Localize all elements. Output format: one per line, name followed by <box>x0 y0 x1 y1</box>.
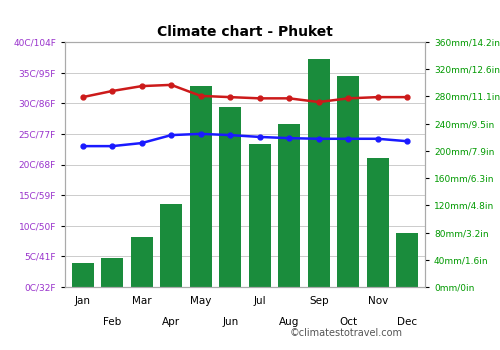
Text: Jan: Jan <box>74 296 90 306</box>
Text: Nov: Nov <box>368 296 388 306</box>
Text: Sep: Sep <box>309 296 328 306</box>
Bar <box>248 144 271 287</box>
Bar <box>72 263 94 287</box>
Bar <box>366 158 389 287</box>
Text: Dec: Dec <box>397 317 417 327</box>
Bar <box>190 86 212 287</box>
Bar <box>337 76 359 287</box>
Text: ©climatestotravel.com: ©climatestotravel.com <box>290 328 403 338</box>
Bar <box>308 59 330 287</box>
Bar <box>101 258 124 287</box>
Text: Feb: Feb <box>103 317 122 327</box>
Bar <box>130 237 153 287</box>
Bar <box>160 204 182 287</box>
Text: Jul: Jul <box>254 296 266 306</box>
Text: Aug: Aug <box>279 317 299 327</box>
Bar <box>219 107 242 287</box>
Text: Mar: Mar <box>132 296 152 306</box>
Title: Climate chart - Phuket: Climate chart - Phuket <box>157 26 333 40</box>
Text: Oct: Oct <box>339 317 357 327</box>
Bar <box>278 124 300 287</box>
Bar <box>396 232 418 287</box>
Text: Jun: Jun <box>222 317 238 327</box>
Text: Apr: Apr <box>162 317 180 327</box>
Text: May: May <box>190 296 212 306</box>
